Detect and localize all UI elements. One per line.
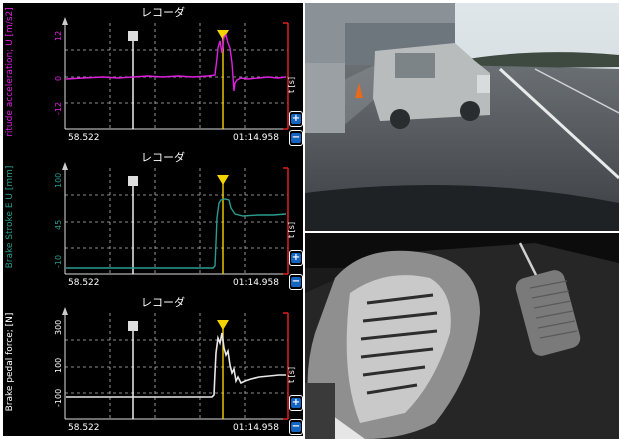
traffic-cone-icon — [355, 83, 363, 98]
plus-icon: + — [291, 397, 301, 408]
white-flag-icon[interactable] — [128, 176, 138, 186]
y-axis-label: Brake pedal force; [N] — [5, 312, 15, 412]
trace-line — [65, 33, 287, 92]
y-tick-label: -10 — [54, 254, 63, 268]
trace-line — [66, 198, 287, 269]
axis-arrow-icon — [62, 162, 68, 170]
y-tick-label: 100 — [54, 172, 63, 188]
time-start: 58.522 — [68, 278, 100, 288]
plot-area[interactable] — [3, 148, 303, 292]
y-tick-label: -100 — [54, 388, 63, 407]
brake-pedal-icon — [515, 270, 581, 356]
y-tick-label: 45 — [54, 219, 63, 230]
trace-line — [66, 332, 286, 398]
range-mark-icon — [283, 312, 289, 420]
recorder-brake-stroke: レコーダ Brake Stroke E U [mm] 100 45 -10 58… — [3, 148, 303, 292]
y-tick-label: 0 — [54, 75, 63, 81]
shoe-icon — [305, 250, 480, 439]
plus-icon: + — [291, 113, 301, 124]
white-flag-icon[interactable] — [128, 31, 138, 41]
y-axis-label: ritude acceleration; U [m/s2] — [5, 7, 15, 137]
yellow-triangle-icon[interactable] — [217, 30, 229, 40]
axis-arrow-icon — [62, 307, 68, 315]
recorder-panel-group: レコーダ ritude acceleration; U [m/s2] 12 0 … — [3, 3, 303, 436]
time-start: 58.522 — [68, 423, 100, 433]
minus-icon: − — [291, 276, 301, 287]
plot-area[interactable] — [3, 3, 303, 147]
zoom-out-button[interactable]: − — [289, 419, 303, 435]
axis-arrow-icon — [62, 17, 68, 25]
time-end: 01:14.958 — [233, 423, 279, 433]
recorder-title: レコーダ — [141, 296, 185, 309]
range-mark-icon — [283, 167, 289, 275]
pedal-scene-image — [305, 233, 619, 439]
zoom-in-button[interactable]: + — [289, 111, 303, 127]
time-axis-unit: t [s] — [287, 366, 296, 383]
time-end: 01:14.958 — [233, 133, 279, 143]
recorder-acceleration: レコーダ ritude acceleration; U [m/s2] 12 0 … — [3, 3, 303, 147]
time-end: 01:14.958 — [233, 278, 279, 288]
yellow-triangle-icon[interactable] — [217, 175, 229, 185]
road-scene-image — [305, 3, 619, 231]
minus-icon: − — [291, 421, 301, 432]
y-tick-label: 12 — [54, 30, 63, 41]
car-icon — [373, 43, 490, 129]
y-axis-label: Brake Stroke E U [mm] — [5, 165, 15, 269]
zoom-out-button[interactable]: − — [289, 274, 303, 290]
y-tick-label: 300 — [54, 319, 63, 335]
yellow-triangle-icon[interactable] — [217, 320, 229, 330]
video-pedal-view — [305, 233, 619, 439]
zoom-in-button[interactable]: + — [289, 395, 303, 411]
range-mark-icon — [283, 22, 289, 130]
recorder-pedal-force: レコーダ Brake pedal force; [N] 300 100 -100… — [3, 293, 303, 437]
y-tick-label: -12 — [54, 101, 63, 115]
time-axis-unit: t [s] — [287, 76, 296, 93]
recorder-title: レコーダ — [141, 151, 185, 164]
y-tick-label: 100 — [54, 357, 63, 373]
plot-area[interactable] — [3, 293, 303, 437]
grid — [65, 168, 288, 274]
recorder-title: レコーダ — [141, 6, 185, 19]
white-flag-icon[interactable] — [128, 321, 138, 331]
zoom-in-button[interactable]: + — [289, 250, 303, 266]
video-road-view — [305, 3, 619, 231]
grid — [65, 313, 288, 419]
plus-icon: + — [291, 252, 301, 263]
time-axis-unit: t [s] — [287, 221, 296, 238]
zoom-out-button[interactable]: − — [289, 130, 303, 146]
time-start: 58.522 — [68, 133, 100, 143]
minus-icon: − — [291, 132, 301, 143]
